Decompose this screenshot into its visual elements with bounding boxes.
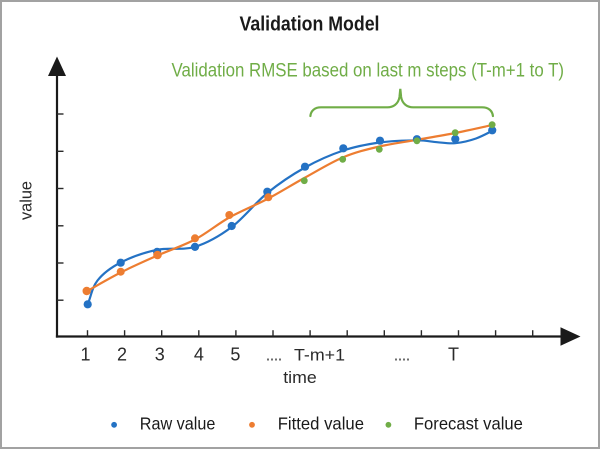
svg-text:....: ....: [266, 345, 282, 365]
svg-text:Validation Model: Validation Model: [240, 12, 380, 35]
svg-text:4: 4: [194, 345, 204, 365]
svg-text:Fitted value: Fitted value: [278, 413, 364, 433]
svg-text:time: time: [283, 368, 317, 387]
svg-text:2: 2: [117, 345, 127, 365]
svg-text:....: ....: [394, 345, 410, 365]
svg-text:Raw value: Raw value: [140, 413, 216, 433]
svg-text:Forecast value: Forecast value: [414, 413, 523, 433]
svg-text:T-m+1: T-m+1: [294, 346, 345, 365]
svg-text:3: 3: [155, 345, 165, 365]
svg-text:T: T: [448, 345, 459, 365]
svg-text:value: value: [17, 181, 36, 220]
svg-text:1: 1: [80, 345, 90, 365]
svg-text:5: 5: [230, 345, 240, 365]
svg-text:Validation RMSE based on last: Validation RMSE based on last m steps (T…: [172, 60, 565, 81]
